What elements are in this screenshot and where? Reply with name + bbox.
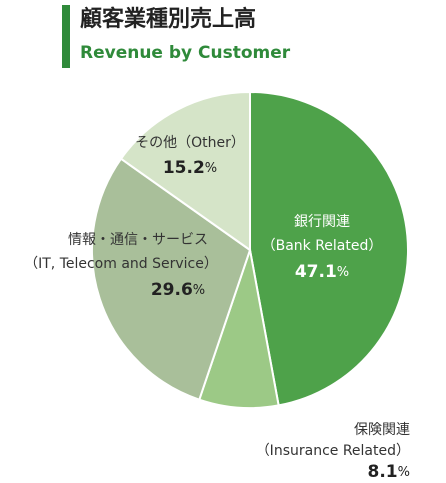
category-name: 保険関連 [354,422,410,438]
chart-title: 顧客業種別売上高 [80,6,256,32]
pie-slice [91,157,252,401]
value-label: 8.1% [368,462,410,482]
pie-slice [249,90,409,407]
category-name: 情報・通信・サービス [68,232,208,248]
value-label: 47.1% [295,262,349,282]
value-label: 29.6% [151,280,205,300]
category-name: その他 [135,135,177,151]
category-name-en: （Insurance Related） [256,443,410,459]
pie-slice [119,90,251,252]
category-name: 銀行関連 [294,214,350,230]
title-accent [62,5,70,68]
category-label: その他（Other） [135,135,245,151]
category-name-en: （IT, Telecom and Service） [24,256,218,272]
chart-subtitle: Revenue by Customer [80,43,291,63]
category-name-en: （Bank Related） [262,238,383,254]
category-name-en: （Other） [177,135,245,151]
value-label: 15.2% [163,158,217,178]
